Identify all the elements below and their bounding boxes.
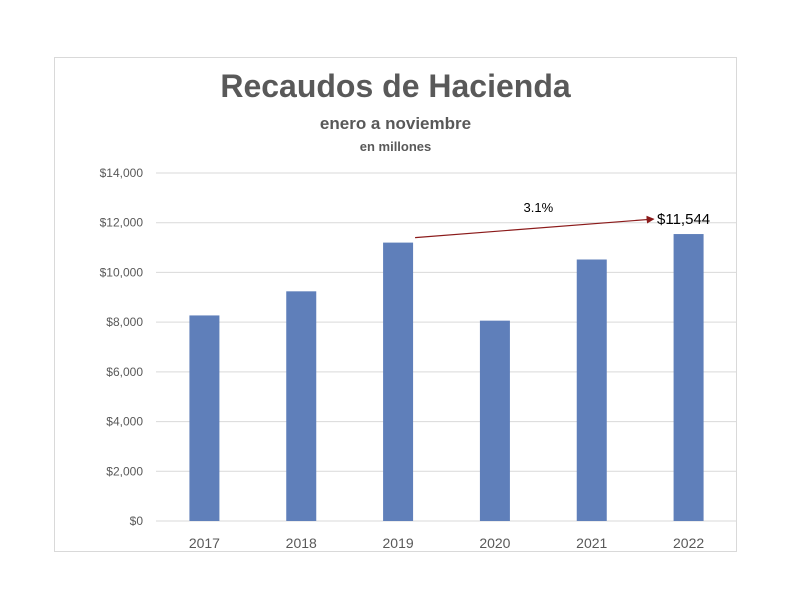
bar-2017 bbox=[189, 315, 220, 521]
y-tick-label: $8,000 bbox=[106, 315, 143, 329]
x-tick-label: 2021 bbox=[576, 535, 607, 551]
chart-subtitle: enero a noviembre bbox=[319, 114, 472, 133]
value-annotation-label: $11,544 bbox=[657, 211, 710, 228]
x-tick-label: 2018 bbox=[286, 535, 317, 551]
chart-units-subtitle: en millones bbox=[359, 139, 432, 154]
bar-2021 bbox=[576, 259, 607, 521]
bar-2019 bbox=[383, 242, 414, 521]
x-tick-label: 2020 bbox=[479, 535, 510, 551]
y-tick-label: $12,000 bbox=[100, 216, 144, 230]
x-tick-label: 2022 bbox=[673, 535, 704, 551]
y-tick-label: $4,000 bbox=[106, 415, 143, 429]
bar-2020 bbox=[479, 320, 510, 521]
y-tick-label: $0 bbox=[130, 514, 144, 528]
bar-2022 bbox=[673, 234, 704, 522]
chart-frame bbox=[54, 57, 737, 552]
y-tick-label: $10,000 bbox=[100, 265, 144, 279]
x-tick-label: 2017 bbox=[189, 535, 220, 551]
y-tick-label: $14,000 bbox=[100, 166, 144, 180]
x-tick-label: 2019 bbox=[383, 535, 414, 551]
growth-percent-label: 3.1% bbox=[524, 200, 554, 215]
bar-2018 bbox=[286, 291, 317, 521]
y-tick-label: $2,000 bbox=[106, 464, 143, 478]
y-tick-label: $6,000 bbox=[106, 365, 143, 379]
chart-title: Recaudos de Hacienda bbox=[220, 68, 571, 104]
growth-arrow bbox=[415, 215, 655, 239]
